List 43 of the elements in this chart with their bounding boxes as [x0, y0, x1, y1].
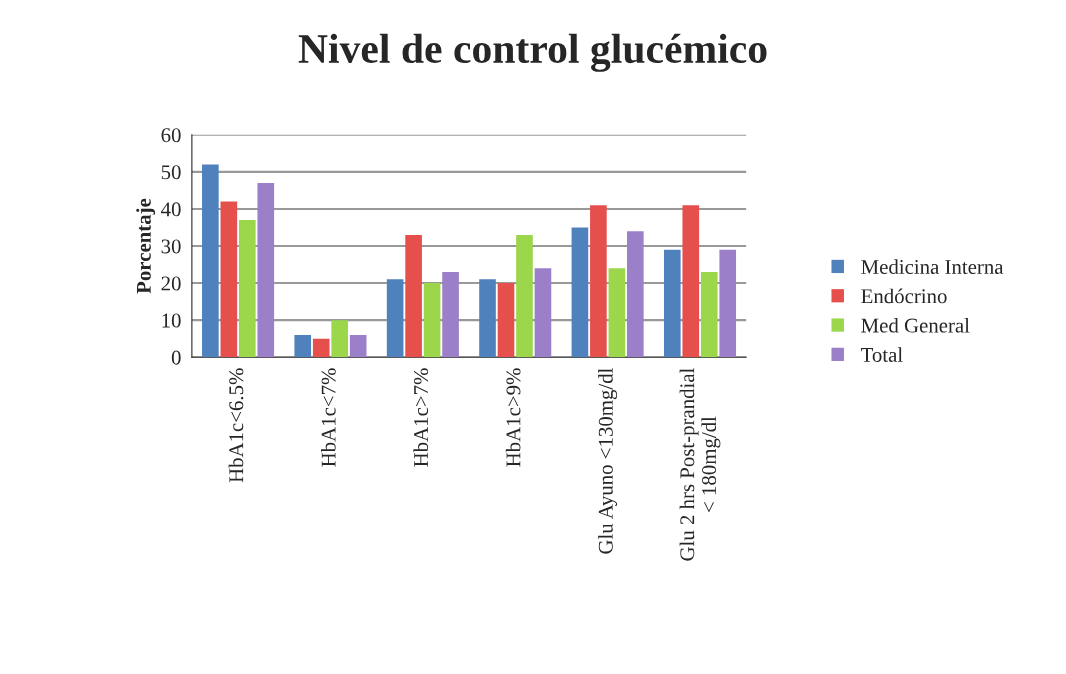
y-axis-title: Porcentaje	[136, 198, 156, 294]
y-tick-label: 50	[161, 165, 181, 180]
y-tick-label: 60	[161, 128, 181, 143]
bar	[608, 268, 626, 358]
bar	[682, 205, 700, 358]
bar	[516, 234, 533, 358]
x-tick-label: Glu Ayuno <130mg/dl	[598, 368, 618, 554]
bar	[627, 231, 644, 358]
bar	[239, 220, 256, 358]
bar	[312, 338, 330, 358]
legend-label: Endócrino	[861, 288, 947, 304]
legend-label: Med General	[861, 317, 970, 333]
bar	[663, 249, 681, 358]
y-tick-label: 10	[162, 313, 181, 328]
bar	[257, 182, 275, 358]
bar	[331, 320, 349, 358]
y-tick-label: 40	[161, 202, 181, 217]
bar	[423, 283, 441, 358]
x-tick-label: Glu 2 hrs Post-prandial < 180mg/dl	[679, 368, 721, 561]
y-tick-label: 30	[161, 239, 181, 254]
legend-label: Medicina Interna	[861, 259, 1004, 274]
y-tick-label: 20	[161, 276, 181, 291]
bar	[719, 249, 737, 358]
bar	[442, 271, 459, 358]
bar	[349, 334, 367, 358]
bar	[386, 279, 404, 358]
x-tick-label: HbA1c<6.5%	[228, 368, 244, 483]
chart-title: Nivel de control glucémico	[298, 33, 767, 72]
bar	[202, 164, 219, 358]
x-tick-label: HbA1c>9%	[505, 368, 521, 467]
legend-label: Total	[861, 347, 903, 362]
bar	[700, 271, 718, 358]
bar	[405, 234, 422, 358]
bar	[590, 205, 607, 358]
bar	[534, 268, 552, 358]
bar	[294, 334, 312, 358]
bar	[571, 227, 589, 358]
x-tick-label: HbA1c<7%	[321, 368, 336, 467]
y-tick-label: 0	[171, 350, 181, 365]
bar	[479, 279, 496, 358]
bar	[220, 201, 238, 358]
x-tick-label: HbA1c>7%	[413, 368, 429, 467]
bar	[497, 283, 515, 358]
